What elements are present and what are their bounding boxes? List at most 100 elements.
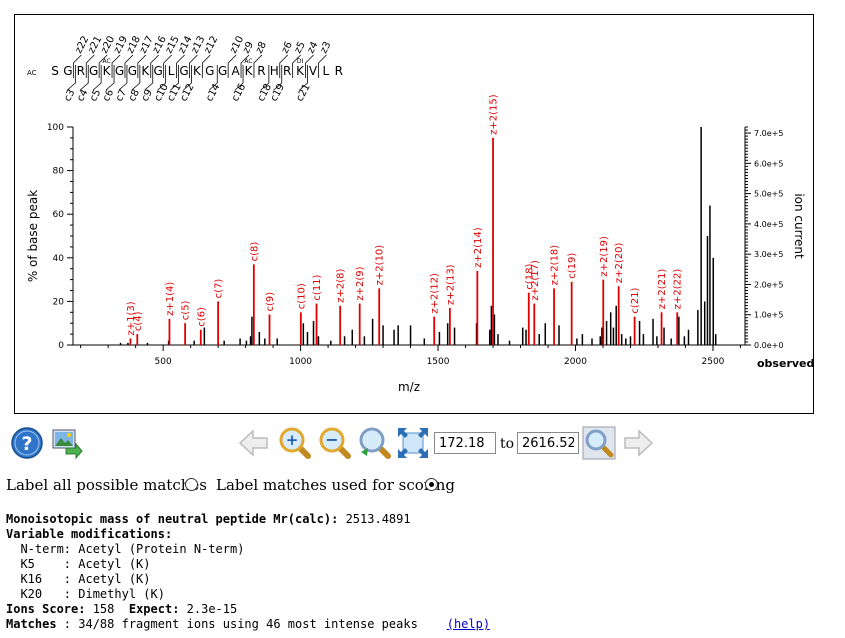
back-arrow-icon[interactable]	[238, 428, 270, 458]
residue: L	[323, 64, 330, 78]
mod-row: K16 : Acetyl (K)	[6, 572, 151, 586]
peptide-info: Monoisotopic mass of neutral peptide Mr(…	[6, 512, 490, 632]
residue: K	[193, 64, 202, 78]
residue-mod-label: DI	[297, 58, 304, 65]
residue: G	[154, 64, 163, 78]
zoom-full-icon[interactable]	[396, 426, 430, 460]
z-ion-marker	[150, 54, 160, 78]
range-to-input[interactable]	[517, 432, 579, 454]
c-ion-marker	[67, 65, 76, 91]
label-all-text: Label all possible matches	[6, 476, 207, 494]
y-tick-label: 20	[53, 297, 65, 307]
peak-label: z+2(19)	[599, 236, 610, 277]
c-ion-marker	[131, 65, 141, 91]
residue: L	[168, 64, 175, 78]
y2-axis-label: ion current	[792, 193, 806, 259]
peak-label: z+2(14)	[473, 227, 484, 268]
residue: G	[128, 64, 137, 78]
matches-label: Matches	[6, 617, 57, 631]
y2-tick-label: 7.0e+5	[754, 129, 783, 138]
residue-mod-label: AC	[102, 58, 110, 65]
z-ion-marker	[176, 54, 185, 78]
x-tick-label: 1500	[427, 357, 450, 367]
c-ion-label: c6	[101, 88, 116, 104]
z-ion-label: z3	[318, 40, 333, 55]
range-to-label: to	[500, 436, 515, 452]
peak-label: c(5)	[181, 300, 192, 320]
y2-tick-label: 3.0e+5	[754, 250, 783, 259]
z-ion-marker	[253, 54, 263, 78]
svg-text:+: +	[286, 431, 299, 449]
residue: G	[218, 64, 227, 78]
range-from-input[interactable]	[434, 432, 496, 454]
z-ion-marker	[189, 54, 198, 78]
peak-label: z+1(4)	[165, 282, 176, 316]
zoom-previous-icon[interactable]	[358, 426, 392, 460]
residue: R	[77, 64, 85, 78]
help-icon[interactable]: ?	[10, 426, 44, 460]
y2-unit-label: observed	[757, 357, 814, 370]
residue: R	[283, 64, 291, 78]
z-ion-marker	[318, 54, 327, 78]
z-ion-label: z5	[293, 40, 308, 55]
residue: H	[270, 64, 279, 78]
score-line: Ions Score: 158 Expect: 2.3e-15	[6, 602, 490, 617]
c-ion-marker	[299, 65, 308, 91]
peak-label: c(6)	[196, 307, 207, 327]
peak-label: z+2(22)	[673, 269, 684, 310]
peak-label: z+2(15)	[489, 94, 500, 135]
peak-label: c(21)	[630, 288, 641, 314]
x-tick-label: 1000	[289, 357, 312, 367]
zoom-out-icon[interactable]: −	[318, 426, 352, 460]
x-axis-label: m/z	[398, 380, 420, 394]
z-ion-marker	[163, 54, 172, 78]
peak-label: z+2(21)	[657, 269, 668, 310]
z-ion-marker	[292, 54, 301, 78]
export-image-icon[interactable]	[50, 426, 84, 460]
residue: R	[335, 64, 343, 78]
c-ion-marker	[79, 65, 89, 91]
peak-label: z+2(8)	[336, 269, 347, 303]
c-ion-label: c4	[75, 88, 90, 104]
mass-label: Monoisotopic mass of neutral peptide Mr(…	[6, 512, 339, 526]
toolbar: ? + − to	[0, 422, 845, 464]
peak-label: c(18)	[524, 264, 535, 290]
peak-label: c(9)	[265, 292, 276, 312]
z-ion-marker	[279, 54, 289, 78]
peak-label: z+2(18)	[550, 245, 561, 286]
label-scoring-text: Label matches used for scoring	[216, 476, 456, 494]
peak-label: z+2(12)	[430, 273, 441, 314]
zoom-in-icon[interactable]: +	[278, 426, 312, 460]
z-ion-marker	[227, 54, 237, 78]
residue: K	[245, 64, 254, 78]
x-tick-label: 2000	[564, 357, 587, 367]
x-tick-label: 500	[155, 357, 172, 367]
peak-label: c(10)	[296, 283, 307, 309]
forward-arrow-icon[interactable]	[622, 428, 654, 458]
matches-line: Matches : 34/88 fragment ions using 46 m…	[6, 617, 490, 632]
peak-label: z+2(20)	[614, 243, 625, 284]
residue: A	[231, 64, 240, 78]
help-link[interactable]: (help)	[446, 617, 491, 631]
z-ion-label: z6	[280, 40, 295, 55]
residue: G	[115, 64, 124, 78]
y2-tick-label: 1.0e+5	[754, 311, 783, 320]
z-ion-label: z12	[202, 34, 220, 55]
z-ion-marker	[98, 54, 108, 78]
peak-label: z+2(17)	[530, 260, 541, 301]
z-ion-label: z4	[305, 40, 320, 55]
mass-line: Monoisotopic mass of neutral peptide Mr(…	[6, 512, 490, 527]
label-scoring-radio[interactable]	[425, 478, 438, 491]
peak-label: z+2(13)	[445, 264, 456, 305]
z-ion-marker	[201, 54, 211, 78]
x-tick-label: 2500	[702, 357, 725, 367]
label-all-radio[interactable]	[185, 478, 198, 491]
y-tick-label: 0	[58, 341, 64, 351]
peak-label: z+1(3)	[126, 301, 137, 335]
apply-zoom-icon[interactable]	[582, 426, 616, 460]
residue: K	[141, 64, 150, 78]
peak-label: c(19)	[567, 253, 578, 279]
z-ion-label: z8	[254, 40, 269, 55]
c-ion-label: c16	[230, 82, 248, 103]
c-ion-marker	[260, 65, 270, 91]
